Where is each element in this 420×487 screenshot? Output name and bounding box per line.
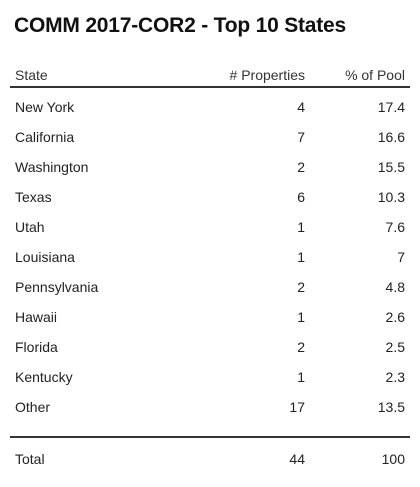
page-title: COMM 2017-COR2 - Top 10 States — [14, 14, 347, 37]
table-row: Other 17 13.5 — [10, 392, 410, 422]
row-properties: 1 — [297, 249, 305, 265]
total-pct: 100 — [381, 451, 405, 467]
row-state: California — [15, 129, 75, 145]
row-state: Pennsylvania — [15, 279, 99, 295]
row-pct: 17.4 — [377, 99, 405, 115]
table-row: Pennsylvania 2 4.8 — [10, 272, 410, 302]
row-properties: 1 — [297, 309, 305, 325]
table-row: New York 4 17.4 — [10, 92, 410, 122]
row-pct: 10.3 — [377, 189, 405, 205]
row-state: Washington — [15, 159, 89, 175]
row-properties: 6 — [297, 189, 305, 205]
total-row: Total 44 100 — [10, 444, 410, 474]
row-properties: 2 — [297, 159, 305, 175]
row-properties: 7 — [297, 129, 305, 145]
row-pct: 2.3 — [385, 369, 405, 385]
row-state: Utah — [15, 219, 45, 235]
table-header: State # Properties % of Pool — [10, 64, 410, 88]
row-state: Texas — [15, 189, 52, 205]
column-header-state: State — [15, 67, 48, 83]
row-state: Other — [15, 399, 51, 415]
table-row: Washington 2 15.5 — [10, 152, 410, 182]
table-row: California 7 16.6 — [10, 122, 410, 152]
row-state: Hawaii — [15, 309, 58, 325]
row-properties: 2 — [297, 279, 305, 295]
row-pct: 2.6 — [385, 309, 405, 325]
row-state: Louisiana — [15, 249, 75, 265]
table-body: New York 4 17.4 California 7 16.6 Washin… — [10, 88, 410, 422]
table-row: Hawaii 1 2.6 — [10, 302, 410, 332]
total-properties: 44 — [289, 451, 305, 467]
states-table: State # Properties % of Pool New York 4 … — [10, 64, 410, 474]
total-label: Total — [15, 451, 45, 467]
row-properties: 1 — [297, 219, 305, 235]
table-row: Kentucky 1 2.3 — [10, 362, 410, 392]
row-pct: 7.6 — [385, 219, 405, 235]
row-pct: 2.5 — [385, 339, 405, 355]
row-properties: 4 — [297, 99, 305, 115]
row-pct: 16.6 — [377, 129, 405, 145]
row-pct: 7 — [397, 249, 405, 265]
row-properties: 1 — [297, 369, 305, 385]
row-pct: 13.5 — [377, 399, 405, 415]
table-row: Utah 1 7.6 — [10, 212, 410, 242]
column-header-properties: # Properties — [229, 67, 305, 83]
row-properties: 2 — [297, 339, 305, 355]
column-header-pct-of-pool: % of Pool — [345, 67, 405, 83]
table-row: Florida 2 2.5 — [10, 332, 410, 362]
row-state: New York — [15, 99, 75, 115]
row-state: Florida — [15, 339, 58, 355]
table-row: Louisiana 1 7 — [10, 242, 410, 272]
row-state: Kentucky — [15, 369, 73, 385]
total-divider — [10, 436, 410, 438]
row-pct: 4.8 — [385, 279, 405, 295]
table-row: Texas 6 10.3 — [10, 182, 410, 212]
row-pct: 15.5 — [377, 159, 405, 175]
row-properties: 17 — [289, 399, 305, 415]
